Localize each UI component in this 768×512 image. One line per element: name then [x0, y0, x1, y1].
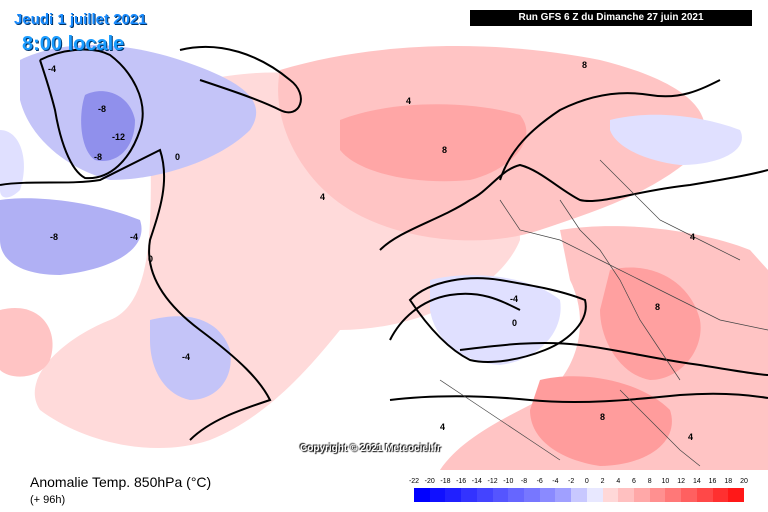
borders-layer [439, 159, 768, 467]
legend-color-cell [476, 488, 493, 502]
legend-tick-label: -4 [552, 478, 559, 485]
legend-color-cell [649, 488, 666, 502]
legend-tick-label: 8 [647, 478, 652, 485]
coast-mediterranean [459, 341, 768, 376]
legend-tick-label: 16 [708, 478, 717, 485]
cold-region-greenland-core [81, 91, 135, 161]
contour-label: -8 [50, 232, 58, 242]
color-legend: -22 -20 -18 -16 -14 -12 -10 -8 -6 -4 -2 0 2 4 6 8 10 12 14… [408, 478, 750, 508]
legend-tick-label: -20 [424, 478, 435, 485]
border-lines-5 [619, 389, 701, 467]
warm-region-sw [0, 308, 53, 377]
contour-label: 0 [512, 318, 517, 328]
contour-label: 8 [655, 302, 660, 312]
border-lines-3 [599, 159, 741, 261]
legend-tick-label: 20 [740, 478, 748, 485]
contour-label: 8 [442, 145, 447, 155]
legend-tick-label: 2 [600, 478, 605, 485]
lead-time: (+ 96h) [30, 494, 66, 506]
contour-label: -4 [48, 64, 56, 74]
contour-label: -4 [182, 352, 190, 362]
legend-tick-label: 14 [692, 478, 701, 485]
legend-tick-label: 10 [661, 478, 670, 485]
legend-color-cell [634, 488, 650, 502]
coast-arctic [179, 45, 302, 114]
coast-france-outline [408, 277, 587, 363]
legend-color-cell [681, 488, 698, 502]
contour-label: 0 [148, 254, 153, 264]
border-lines-1 [499, 199, 768, 331]
run-info: Run GFS 6 Z du Dimanche 27 juin 2021 [470, 10, 752, 26]
contour-label: 4 [440, 422, 445, 432]
coast-greenland [39, 48, 144, 180]
copyright-watermark: Copyright © 2021 Meteociel.fr [300, 443, 441, 454]
legend-color-cell [618, 488, 635, 502]
border-lines-2 [559, 199, 681, 381]
contour-label: 0 [175, 152, 180, 162]
legend-color-cell [508, 488, 525, 502]
coast-canada [0, 148, 272, 441]
contour-label: 8 [600, 412, 605, 422]
contour-label: -8 [98, 104, 106, 114]
contour-label: 4 [320, 192, 325, 202]
forecast-time: 8:00 locale [22, 33, 125, 55]
legend-tick-label: 18 [724, 478, 733, 485]
warm-region-norwegian-sea [340, 104, 527, 182]
legend-color-cell [728, 488, 745, 502]
legend-tick-label: 0 [584, 478, 589, 485]
cold-region-canada [0, 198, 142, 275]
cold-region-greenland [20, 45, 257, 180]
legend-color-cell [555, 488, 572, 502]
legend-color-cell [429, 488, 446, 502]
legend-color-cell [696, 488, 713, 502]
legend-color-cell [492, 488, 509, 502]
legend-tick-label: -16 [456, 478, 467, 485]
legend-tick-label: -14 [471, 478, 482, 485]
legend-color-cell [524, 488, 540, 502]
legend-tick-label: -2 [568, 478, 575, 485]
contour-label: 4 [406, 96, 411, 106]
legend-tick-label: 6 [632, 478, 636, 485]
coast-europe [379, 163, 768, 251]
coast-scandinavia [499, 79, 721, 181]
parameter-title: Anomalie Temp. 850hPa (°C) [30, 474, 212, 490]
legend-tick-label: -6 [536, 478, 543, 485]
contour-labels: -4 -8 -12 -8 0 -4 -8 0 -4 4 8 8 4 -4 0 8… [48, 60, 695, 442]
legend-color-cell [586, 488, 603, 502]
anomaly-map: -4 -8 -12 -8 0 -4 -8 0 -4 4 8 8 4 -4 0 8… [0, 45, 768, 470]
contour-label: -4 [130, 232, 138, 242]
coast-iberia [389, 292, 521, 341]
legend-tick-label: 4 [616, 478, 621, 485]
legend-color-cell [712, 488, 729, 502]
contour-label: -8 [94, 152, 102, 162]
legend-tick-label: -8 [520, 478, 528, 485]
legend-tick-label: -18 [440, 478, 451, 485]
legend-color-cell [665, 488, 682, 502]
legend-color-cell [445, 488, 462, 502]
contour-label: -12 [112, 132, 125, 142]
coastline-layer [0, 45, 768, 441]
contour-label: 8 [582, 60, 587, 70]
cold-region-west [0, 130, 24, 198]
legend-color-cell [461, 488, 478, 502]
contour-label: -4 [510, 294, 518, 304]
legend-color-cell [414, 488, 430, 502]
legend-tick-label: -22 [408, 478, 420, 485]
legend-color-cell [539, 488, 556, 502]
legend-tick-label: -12 [487, 478, 498, 485]
contour-label: 4 [690, 232, 695, 242]
legend-color-cell [571, 488, 588, 502]
coast-africa [389, 392, 768, 404]
cold-region-scandinavia [610, 114, 742, 165]
contour-label: 4 [688, 432, 693, 442]
legend-color-cell [602, 488, 619, 502]
border-lines-4 [439, 379, 561, 461]
forecast-date: Jeudi 1 juillet 2021 [14, 11, 147, 28]
legend-tick-label: -10 [503, 478, 514, 485]
legend-tick-label: 12 [677, 478, 686, 485]
